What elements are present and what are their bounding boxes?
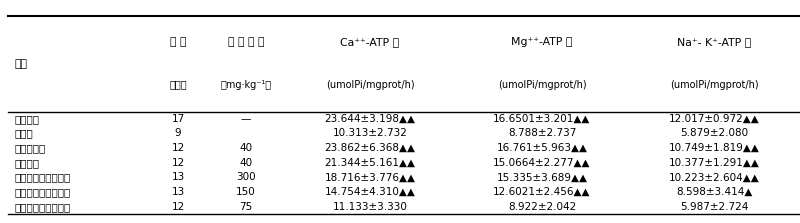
Text: 12.6021±2.456▲▲: 12.6021±2.456▲▲ xyxy=(494,187,590,197)
Text: 假手术组: 假手术组 xyxy=(14,114,39,124)
Text: 13: 13 xyxy=(171,187,185,197)
Text: 75: 75 xyxy=(239,202,253,212)
Text: 8.788±2.737: 8.788±2.737 xyxy=(508,128,576,138)
Text: 动 物: 动 物 xyxy=(170,37,186,47)
Text: Na⁺- K⁺-ATP 酶: Na⁺- K⁺-ATP 酶 xyxy=(677,37,751,47)
Text: 40: 40 xyxy=(239,158,253,168)
Text: 5.987±2.724: 5.987±2.724 xyxy=(680,202,748,212)
Text: 12: 12 xyxy=(171,158,185,168)
Text: 5.879±2.080: 5.879±2.080 xyxy=(680,128,748,138)
Text: 40: 40 xyxy=(239,143,253,153)
Text: —: — xyxy=(241,114,251,124)
Text: 16.761±5.963▲▲: 16.761±5.963▲▲ xyxy=(497,143,587,153)
Text: （mg·kg⁻¹）: （mg·kg⁻¹） xyxy=(221,80,271,90)
Text: 小剂量马鞭草总苷组: 小剂量马鞭草总苷组 xyxy=(14,202,70,212)
Text: 14.754±4.310▲▲: 14.754±4.310▲▲ xyxy=(325,187,415,197)
Text: 金纳多组: 金纳多组 xyxy=(14,158,39,168)
Text: 10.223±2.604▲▲: 10.223±2.604▲▲ xyxy=(669,172,759,182)
Text: 9: 9 xyxy=(174,128,182,138)
Text: (umolPi/mgprot/h): (umolPi/mgprot/h) xyxy=(670,80,758,90)
Text: Mg⁺⁺-ATP 酶: Mg⁺⁺-ATP 酶 xyxy=(511,37,573,47)
Text: 模型组: 模型组 xyxy=(14,128,33,138)
Text: （只）: （只） xyxy=(169,80,187,90)
Text: 中剂量马鞭草总苷组: 中剂量马鞭草总苷组 xyxy=(14,187,70,197)
Text: 8.922±2.042: 8.922±2.042 xyxy=(508,202,576,212)
Text: 尼莫地平组: 尼莫地平组 xyxy=(14,143,46,153)
Text: 大剂量马鞭草总苷组: 大剂量马鞭草总苷组 xyxy=(14,172,70,182)
Text: 23.644±3.198▲▲: 23.644±3.198▲▲ xyxy=(325,114,415,124)
Text: 10.313±2.732: 10.313±2.732 xyxy=(333,128,407,138)
Text: 组别: 组别 xyxy=(14,59,27,68)
Text: 12: 12 xyxy=(171,202,185,212)
Text: 150: 150 xyxy=(236,187,256,197)
Text: 300: 300 xyxy=(236,172,256,182)
Text: 10.377±1.291▲▲: 10.377±1.291▲▲ xyxy=(669,158,759,168)
Text: 17: 17 xyxy=(171,114,185,124)
Text: 13: 13 xyxy=(171,172,185,182)
Text: 给 药 剂 量: 给 药 剂 量 xyxy=(228,37,264,47)
Text: 11.133±3.330: 11.133±3.330 xyxy=(333,202,407,212)
Text: 23.862±6.368▲▲: 23.862±6.368▲▲ xyxy=(325,143,415,153)
Text: 16.6501±3.201▲▲: 16.6501±3.201▲▲ xyxy=(494,114,590,124)
Text: 12.017±0.972▲▲: 12.017±0.972▲▲ xyxy=(669,114,759,124)
Text: 15.335±3.689▲▲: 15.335±3.689▲▲ xyxy=(497,172,587,182)
Text: 8.598±3.414▲: 8.598±3.414▲ xyxy=(676,187,752,197)
Text: 12: 12 xyxy=(171,143,185,153)
Text: Ca⁺⁺-ATP 酶: Ca⁺⁺-ATP 酶 xyxy=(341,37,399,47)
Text: 21.344±5.161▲▲: 21.344±5.161▲▲ xyxy=(325,158,415,168)
Text: 15.0664±2.277▲▲: 15.0664±2.277▲▲ xyxy=(494,158,590,168)
Text: 10.749±1.819▲▲: 10.749±1.819▲▲ xyxy=(669,143,759,153)
Text: (umolPi/mgprot/h): (umolPi/mgprot/h) xyxy=(498,80,586,90)
Text: 18.716±3.776▲▲: 18.716±3.776▲▲ xyxy=(325,172,415,182)
Text: (umolPi/mgprot/h): (umolPi/mgprot/h) xyxy=(326,80,414,90)
